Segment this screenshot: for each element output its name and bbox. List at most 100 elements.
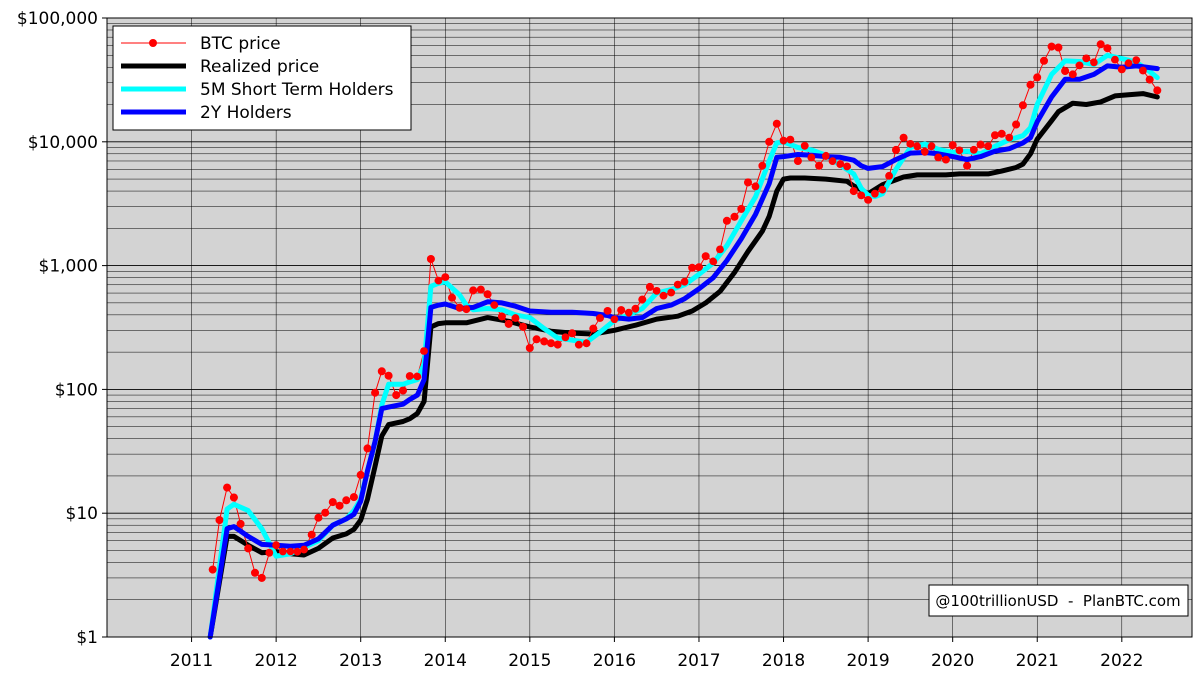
btc-price-point [1145, 75, 1154, 84]
x-tick-label: 2011 [170, 651, 213, 671]
btc-price-point [786, 135, 795, 144]
btc-price-point [934, 153, 943, 162]
plot-frame [106, 17, 1193, 638]
legend-btc-label: BTC price [200, 34, 281, 54]
btc-price-point [638, 295, 647, 304]
btc-price-point [477, 285, 485, 294]
btc-price-point [976, 140, 985, 149]
btc-price-point [680, 278, 689, 286]
btc-price-point [427, 255, 435, 263]
btc-price-point [279, 547, 287, 556]
btc-price-point [526, 344, 534, 352]
btc-price-point [659, 291, 668, 300]
btc-price-point [773, 119, 781, 128]
axis-ticks: $1 $10 $100 $1,000 $10,000 $100,000 2011 2012 20… [17, 9, 1144, 671]
x-tick-label: 2016 [593, 651, 636, 671]
btc-price-point [469, 286, 478, 295]
btc-price-point [307, 530, 316, 539]
btc-price-point [906, 140, 915, 148]
btc-price-point [455, 304, 464, 312]
btc-price-point [321, 508, 330, 517]
x-tick-label: 2021 [1016, 651, 1059, 671]
btc-price-point [857, 191, 866, 200]
btc-price-point [1061, 67, 1069, 75]
y-tick-label: $100 [55, 380, 98, 400]
btc-price-point [758, 162, 767, 170]
btc-price-point [293, 547, 302, 556]
btc-price-point [230, 493, 238, 502]
btc-price-point [244, 544, 252, 553]
btc-price-point [921, 148, 929, 156]
btc-price-point [807, 153, 816, 162]
x-tick-label: 2017 [677, 651, 720, 671]
btc-price-point [371, 388, 379, 397]
btc-price-point [258, 574, 266, 582]
btc-price-point [532, 335, 541, 344]
btc-price-point [991, 131, 999, 139]
series-layer [207, 40, 1162, 640]
btc-price-point [652, 287, 661, 295]
btc-price-point [406, 372, 414, 380]
btc-price-point [314, 513, 323, 522]
btc-price-point [363, 444, 372, 453]
btc-price-point [737, 205, 746, 213]
btc-price-point [730, 213, 739, 221]
btc-price-point [744, 178, 752, 187]
btc-price-point [970, 146, 978, 154]
legend-btc-marker [149, 39, 157, 47]
btc-price-point [751, 182, 760, 191]
btc-price-point [596, 314, 604, 322]
btc-price-point [483, 290, 492, 299]
btc-price-point [625, 309, 633, 317]
btc-price-point [1139, 66, 1147, 75]
btc-price-point [1082, 54, 1091, 63]
btc-price-point [1005, 133, 1014, 142]
legend-2y-label: 2Y Holders [200, 103, 292, 123]
btc-price-point [822, 152, 830, 160]
btc-price-point [1111, 55, 1119, 64]
btc-price-point [899, 133, 908, 142]
btc-price-point [1103, 44, 1112, 52]
btc-price-point [589, 324, 598, 333]
btc-price-point [948, 141, 957, 149]
y-tick-label: $1,000 [39, 257, 98, 277]
btc-price-point [384, 371, 393, 380]
btc-price-point [575, 340, 583, 349]
btc-price-point [1040, 57, 1048, 65]
legend-realized-label: Realized price [200, 57, 319, 77]
btc-price-point [1075, 61, 1084, 70]
btc-price-point [356, 471, 365, 479]
btc-price-point [342, 496, 351, 505]
btc-price-point [553, 340, 562, 349]
annotation-box [928, 584, 1189, 617]
btc-price-point [462, 305, 471, 313]
btc-price-point [723, 217, 731, 225]
btc-price-point [519, 323, 527, 331]
btc-price-point [695, 263, 703, 272]
btc-price-point [646, 283, 654, 291]
x-tick-label: 2019 [846, 651, 889, 671]
btc-price-point [504, 320, 513, 328]
btc-price-point [716, 245, 724, 254]
x-tick-label: 2012 [255, 651, 298, 671]
btc-price-point [885, 172, 893, 180]
btc-price-point [878, 185, 887, 194]
btc-price-point [1090, 58, 1098, 67]
btc-price-point [223, 483, 231, 492]
x-tick-label: 2015 [508, 651, 551, 671]
btc-price-point [1118, 65, 1126, 74]
y-tick-label: $100,000 [17, 9, 98, 29]
btc-price-point [779, 136, 788, 145]
btc-price-point [208, 565, 217, 574]
btc-price-point [392, 391, 401, 399]
btc-price-point [688, 264, 696, 272]
btc-price-point [927, 142, 936, 151]
btc-price-point [864, 196, 872, 204]
btc-price-point [434, 276, 443, 285]
btc-price-point [667, 288, 675, 297]
btc-price-point [399, 386, 407, 395]
btc-price-point [1069, 70, 1077, 79]
btc-price-point [709, 257, 718, 266]
btc-price-point [617, 306, 625, 314]
x-tick-label: 2022 [1100, 651, 1143, 671]
